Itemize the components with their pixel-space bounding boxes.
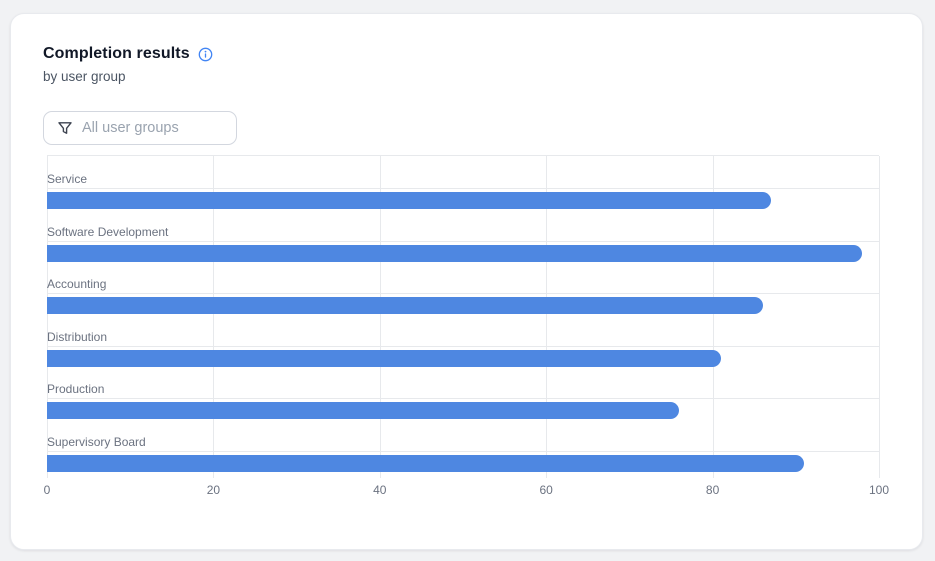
bar-label: Distribution [47,329,108,344]
gridline [712,156,714,478]
bar-rows: Service Software Development Accounting Dis… [47,156,879,472]
bar-row: Supervisory Board [47,419,879,472]
row-underline [47,450,879,452]
bar-label: Accounting [47,277,107,291]
gridline [546,156,548,478]
bar-row: Production [47,366,879,419]
gridline [213,156,215,478]
title-row: Completion results [43,44,890,64]
x-axis: 0 20 40 60 80 100 [43,477,889,503]
bar[interactable] [47,349,721,367]
bar-chart: Service Software Development Accounting Dis… [11,145,922,503]
gridline [47,156,48,478]
user-group-filter[interactable] [43,111,237,145]
bar[interactable] [47,244,863,262]
gridlines [47,156,880,478]
x-tick-label: 60 [539,483,553,497]
bar-label: Supervisory Board [47,434,146,449]
bar-row: Accounting [47,261,879,314]
x-tick-label: 0 [43,483,51,497]
chart-card: Completion results by user group [10,13,923,550]
chart-title: Completion results [43,45,190,62]
bar-row: Software Development [47,209,879,262]
bar-row: Service [47,156,879,209]
row-underline [47,345,879,347]
row-underline [47,293,879,294]
x-tick-label: 100 [868,483,890,497]
x-tick-label: 80 [705,483,720,497]
x-tick-label: 20 [206,483,221,497]
filter-input[interactable] [82,120,226,136]
bar-label: Production [47,382,105,396]
bar[interactable] [47,192,771,209]
plot-area: Service Software Development Accounting Dis… [47,155,880,478]
row-underline [47,240,879,242]
row-underline [47,398,879,399]
chart-subtitle: by user group [43,69,126,84]
bar-row: Distribution [47,314,879,367]
info-icon[interactable] [198,46,214,62]
gridline [879,156,880,478]
bar[interactable] [47,402,680,419]
bar-label: Service [47,172,88,186]
x-tick-label: 40 [373,483,387,497]
bar[interactable] [47,454,805,472]
row-underline [47,188,879,189]
filter-funnel-icon [57,120,73,136]
bar[interactable] [47,297,763,314]
bar-label: Software Development [47,224,169,239]
gridline [379,156,381,478]
card-header: Completion results by user group [11,14,922,145]
